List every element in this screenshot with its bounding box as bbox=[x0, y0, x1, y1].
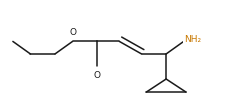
Text: O: O bbox=[69, 27, 76, 37]
Text: O: O bbox=[94, 71, 101, 80]
Text: NH₂: NH₂ bbox=[184, 35, 201, 44]
